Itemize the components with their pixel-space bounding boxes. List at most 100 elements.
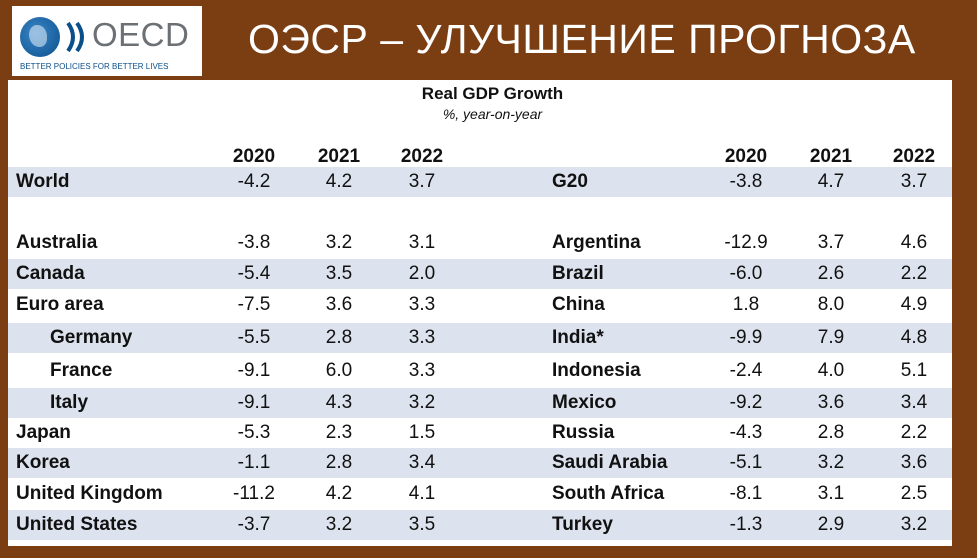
gdp-value: -1.1 — [237, 452, 271, 473]
gdp-value: 4.0 — [817, 360, 845, 381]
table-row: United Kingdom -11.2 4.2 4.1 South Africa -8.… — [8, 480, 952, 508]
table-row: Japan -5.3 2.3 1.5 Russia -4.3 2.8 2.2 — [8, 419, 952, 447]
gdp-value: 6.0 — [325, 360, 353, 381]
gdp-value: -4.3 — [729, 422, 763, 443]
table-row: Korea -1.1 2.8 3.4 Saudi Arabia -5.1 3.2 3.6 — [8, 449, 952, 477]
gdp-value: 3.5 — [325, 263, 353, 284]
gdp-value: -4.2 — [237, 171, 271, 192]
gdp-value: 3.5 — [408, 514, 436, 535]
country-name: France — [50, 360, 113, 381]
table-row: World -4.2 4.2 3.7 G20 -3.8 4.7 3.7 — [8, 168, 952, 196]
gdp-value: 2.9 — [817, 514, 845, 535]
row-band — [8, 323, 952, 353]
row-band — [8, 167, 952, 197]
gdp-value: -5.4 — [237, 263, 271, 284]
gdp-value: -7.5 — [237, 294, 271, 315]
country-name: Saudi Arabia — [552, 452, 668, 473]
gdp-value: 4.7 — [817, 171, 845, 192]
gdp-value: -8.1 — [729, 483, 763, 504]
gdp-value: -6.0 — [729, 263, 763, 284]
country-name: Euro area — [16, 294, 104, 315]
country-name: Turkey — [552, 514, 613, 535]
country-name: Korea — [16, 452, 70, 473]
gdp-value: -5.5 — [237, 327, 271, 348]
table-header-row: 2020 2021 2022 2020 2021 2022 — [8, 143, 952, 171]
row-band — [8, 510, 952, 540]
table-row: Canada -5.4 3.5 2.0 Brazil -6.0 2.6 2.2 — [8, 260, 952, 288]
country-name: South Africa — [552, 483, 665, 504]
table-row: Italy -9.1 4.3 3.2 Mexico -9.2 3.6 3.4 — [8, 389, 952, 417]
country-name: Brazil — [552, 263, 604, 284]
gdp-table: 2020 2021 2022 2020 2021 2022 World -4.2 4… — [8, 80, 952, 546]
gdp-value: -9.9 — [729, 327, 763, 348]
table-row: Euro area -7.5 3.6 3.3 China 1.8 8.0 4.9 — [8, 291, 952, 319]
globe-icon — [20, 17, 60, 57]
gdp-value: 3.2 — [408, 392, 436, 413]
gdp-value: 2.8 — [817, 422, 845, 443]
year-header: 2020 — [232, 146, 276, 167]
table-row: France -9.1 6.0 3.3 Indonesia -2.4 4.0 5.1 — [8, 357, 952, 385]
arcs-icon — [66, 21, 84, 53]
gdp-value: 2.2 — [900, 263, 928, 284]
row-band — [8, 448, 952, 478]
gdp-value: 1.5 — [408, 422, 436, 443]
gdp-value: 5.1 — [900, 360, 928, 381]
gdp-value: 7.9 — [817, 327, 845, 348]
gdp-value: 2.8 — [325, 452, 353, 473]
country-name: Japan — [16, 422, 71, 443]
gdp-value: 2.6 — [817, 263, 845, 284]
gdp-value: -12.9 — [724, 232, 768, 253]
table-row: Australia -3.8 3.2 3.1 Argentina -12.9 3.7 4.6 — [8, 229, 952, 257]
table-row: United States -3.7 3.2 3.5 Turkey -1.3 2.9 3.2 — [8, 511, 952, 539]
country-name: Mexico — [552, 392, 617, 413]
gdp-value: 3.3 — [408, 327, 436, 348]
gdp-value: -5.1 — [729, 452, 763, 473]
country-name: China — [552, 294, 605, 315]
gdp-value: 2.5 — [900, 483, 928, 504]
gdp-value: 4.9 — [900, 294, 928, 315]
logo-tagline: BETTER POLICIES FOR BETTER LIVES — [20, 62, 169, 71]
gdp-value: 3.1 — [817, 483, 845, 504]
country-name: Russia — [552, 422, 615, 443]
oecd-logo: OECD BETTER POLICIES FOR BETTER LIVES — [12, 6, 202, 76]
gdp-value: 2.8 — [325, 327, 353, 348]
gdp-value: 3.7 — [817, 232, 845, 253]
gdp-value: 8.0 — [817, 294, 845, 315]
gdp-value: 3.6 — [817, 392, 845, 413]
year-header: 2022 — [400, 146, 444, 167]
gdp-value: 3.7 — [408, 171, 436, 192]
gdp-value: 3.3 — [408, 294, 436, 315]
country-name: India* — [552, 327, 604, 348]
gdp-value: -3.7 — [237, 514, 271, 535]
country-name: World — [16, 171, 70, 192]
gdp-value: 2.0 — [408, 263, 436, 284]
gdp-value: 3.2 — [900, 514, 928, 535]
country-name: Italy — [50, 392, 89, 413]
gdp-value: 3.2 — [325, 514, 353, 535]
gdp-value: 3.4 — [900, 392, 928, 413]
row-band — [8, 388, 952, 418]
gdp-value: 4.8 — [900, 327, 928, 348]
country-name: Indonesia — [552, 360, 641, 381]
gdp-value: 1.8 — [732, 294, 760, 315]
country-name: G20 — [552, 171, 588, 192]
gdp-value: -3.8 — [729, 171, 763, 192]
gdp-value: 3.3 — [408, 360, 436, 381]
gdp-value: -2.4 — [729, 360, 763, 381]
year-header: 2021 — [317, 146, 361, 167]
table-row: Germany -5.5 2.8 3.3 India* -9.9 7.9 4.8 — [8, 324, 952, 352]
gdp-value: 4.2 — [325, 171, 353, 192]
country-name: Germany — [50, 327, 133, 348]
gdp-value: 3.4 — [408, 452, 436, 473]
gdp-value: 3.1 — [408, 232, 436, 253]
gdp-value: 2.3 — [325, 422, 353, 443]
gdp-value: 3.6 — [900, 452, 928, 473]
country-name: United States — [16, 514, 138, 535]
table-title: Real GDP Growth — [421, 84, 564, 103]
gdp-value: 3.2 — [817, 452, 845, 473]
gdp-value: 4.2 — [325, 483, 353, 504]
country-name: Australia — [16, 232, 98, 253]
page-title: ОЭСР – УЛУЧШЕНИЕ ПРОГНОЗА — [248, 16, 916, 62]
gdp-value: -9.2 — [729, 392, 763, 413]
gdp-value: 3.7 — [900, 171, 928, 192]
